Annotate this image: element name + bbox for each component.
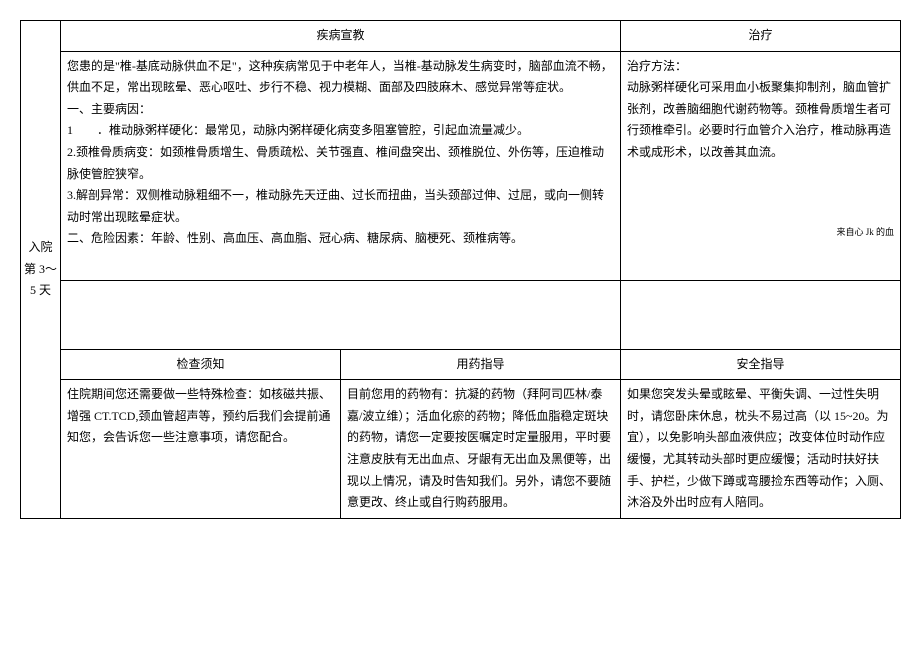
treatment-text: 治疗方法： 动脉粥样硬化可采用血小板聚集抑制剂，脑血管扩张剂，改善脑细胞代谢药物… — [627, 56, 894, 164]
top-content-row: 您患的是"椎-基底动脉供血不足"，这种疾病常见于中老年人，当椎-基动脉发生病变时… — [21, 51, 901, 280]
bottom-content-row: 住院期间您还需要做一些特殊检查：如核磁共振、增强 CT.TCD,颈血管超声等，预… — [21, 380, 901, 519]
header-treatment: 治疗 — [621, 21, 901, 52]
exam-notice-cell: 住院期间您还需要做一些特殊检查：如核磁共振、增强 CT.TCD,颈血管超声等，预… — [61, 380, 341, 519]
bottom-header-row: 检查须知 用药指导 安全指导 — [21, 349, 901, 380]
main-table: 入院第 3～5 天 疾病宣教 治疗 您患的是"椎-基底动脉供血不足"，这种疾病常… — [20, 20, 901, 519]
medication-guide-text: 目前您用的药物有：抗凝的药物（拜阿司匹林/泰嘉/波立维）；活血化瘀的药物；降低血… — [347, 384, 614, 514]
header-safety-guide: 安全指导 — [621, 349, 901, 380]
side-label-cell: 入院第 3～5 天 — [21, 21, 61, 519]
header-exam-notice: 检查须知 — [61, 349, 341, 380]
document-page: 入院第 3～5 天 疾病宣教 治疗 您患的是"椎-基底动脉供血不足"，这种疾病常… — [20, 20, 900, 519]
treatment-footer-note: 来自心 Jk 的血 — [627, 164, 894, 244]
header-medication-guide: 用药指导 — [341, 349, 621, 380]
safety-guide-cell: 如果您突发头晕或眩晕、平衡失调、一过性失明时，请您卧床休息，枕头不易过高（以 1… — [621, 380, 901, 519]
medication-guide-cell: 目前您用的药物有：抗凝的药物（拜阿司匹林/泰嘉/波立维）；活血化瘀的药物；降低血… — [341, 380, 621, 519]
spacer-right — [621, 280, 901, 349]
treatment-cell: 治疗方法： 动脉粥样硬化可采用血小板聚集抑制剂，脑血管扩张剂，改善脑细胞代谢药物… — [621, 51, 901, 280]
disease-education-text: 您患的是"椎-基底动脉供血不足"，这种疾病常见于中老年人，当椎-基动脉发生病变时… — [67, 56, 614, 250]
disease-education-cell: 您患的是"椎-基底动脉供血不足"，这种疾病常见于中老年人，当椎-基动脉发生病变时… — [61, 51, 621, 280]
side-label-text: 入院第 3～5 天 — [24, 240, 57, 297]
safety-guide-text: 如果您突发头晕或眩晕、平衡失调、一过性失明时，请您卧床休息，枕头不易过高（以 1… — [627, 384, 894, 514]
exam-notice-text: 住院期间您还需要做一些特殊检查：如核磁共振、增强 CT.TCD,颈血管超声等，预… — [67, 384, 334, 449]
header-disease-education: 疾病宣教 — [61, 21, 621, 52]
top-header-row: 入院第 3～5 天 疾病宣教 治疗 — [21, 21, 901, 52]
spacer-left — [61, 280, 621, 349]
spacer-row — [21, 280, 901, 349]
